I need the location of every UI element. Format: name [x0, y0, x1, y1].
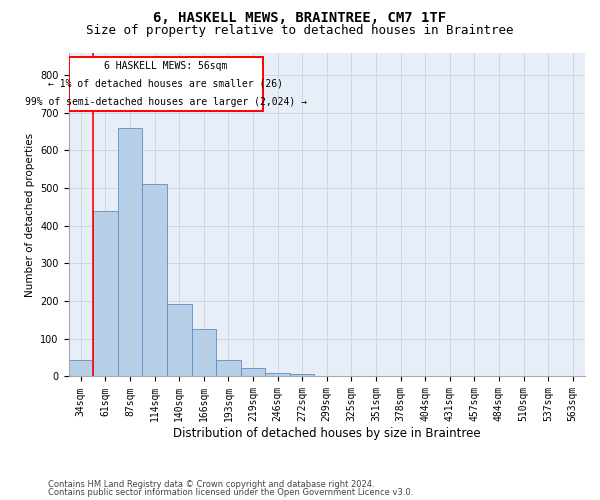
Bar [290, 374, 314, 376]
Text: Contains HM Land Registry data © Crown copyright and database right 2024.: Contains HM Land Registry data © Crown c… [48, 480, 374, 489]
Text: 6, HASKELL MEWS, BRAINTREE, CM7 1TF: 6, HASKELL MEWS, BRAINTREE, CM7 1TF [154, 11, 446, 25]
Bar [68, 57, 263, 111]
Text: 99% of semi-detached houses are larger (2,024) →: 99% of semi-detached houses are larger (… [25, 97, 307, 107]
Bar [241, 368, 265, 376]
Bar [265, 372, 290, 376]
X-axis label: Distribution of detached houses by size in Braintree: Distribution of detached houses by size … [173, 427, 481, 440]
Bar [142, 184, 167, 376]
Y-axis label: Number of detached properties: Number of detached properties [25, 132, 35, 296]
Bar [191, 330, 216, 376]
Text: 6 HASKELL MEWS: 56sqm: 6 HASKELL MEWS: 56sqm [104, 61, 227, 71]
Text: Size of property relative to detached houses in Braintree: Size of property relative to detached ho… [86, 24, 514, 37]
Bar [68, 360, 93, 376]
Text: Contains public sector information licensed under the Open Government Licence v3: Contains public sector information licen… [48, 488, 413, 497]
Text: ← 1% of detached houses are smaller (26): ← 1% of detached houses are smaller (26) [48, 79, 283, 89]
Bar [216, 360, 241, 376]
Bar [118, 128, 142, 376]
Bar [167, 304, 191, 376]
Bar [93, 210, 118, 376]
